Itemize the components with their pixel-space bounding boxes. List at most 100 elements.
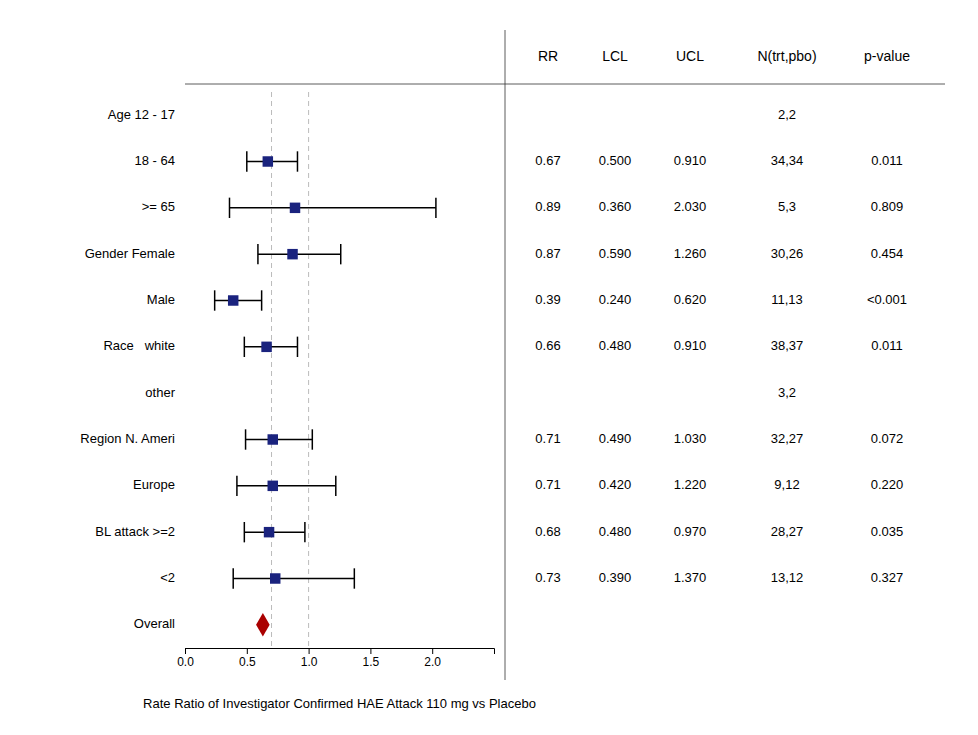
point-estimate — [268, 481, 278, 491]
tick-label: 2.0 — [424, 655, 441, 669]
ci-cap-lower — [214, 290, 216, 310]
table-cell: 11,13 — [771, 292, 803, 307]
reference-line — [308, 92, 309, 648]
table-cell: <0.001 — [867, 292, 907, 307]
reference-line — [271, 92, 272, 648]
ci-cap-upper — [297, 151, 299, 171]
column-header: RR — [538, 48, 558, 64]
ci-cap-lower — [244, 337, 246, 357]
ci-cap-upper — [335, 476, 337, 496]
row-label: Europe — [133, 477, 175, 492]
row-label: other — [145, 385, 175, 400]
table-cell: 0.500 — [599, 153, 632, 168]
tick: 0.5 — [239, 648, 256, 669]
ci-cap-lower — [229, 198, 231, 218]
table-cell: 0.809 — [871, 199, 904, 214]
point-estimate — [261, 342, 271, 352]
tick: 2.0 — [424, 648, 441, 669]
table-cell: 0.910 — [674, 153, 707, 168]
tick-label: 0.0 — [177, 655, 194, 669]
ci-line — [244, 531, 305, 533]
table-cell: 0.970 — [674, 524, 707, 539]
column-header: UCL — [676, 48, 704, 64]
ci-line — [258, 253, 341, 255]
table-cell: 0.480 — [599, 524, 632, 539]
point-estimate — [264, 527, 274, 537]
table-cell: 9,12 — [774, 477, 799, 492]
tick-label: 1.0 — [301, 655, 318, 669]
table-cell: 0.240 — [599, 292, 632, 307]
row-label: 18 - 64 — [135, 153, 175, 168]
table-cell: 0.89 — [535, 199, 560, 214]
table-cell: 0.910 — [674, 338, 707, 353]
point-estimate — [290, 203, 300, 213]
ci-line — [229, 207, 435, 209]
tick-label: 1.5 — [363, 655, 380, 669]
table-cell: 0.220 — [871, 477, 904, 492]
row-label: BL attack >=2 — [95, 524, 175, 539]
ci-cap-upper — [297, 337, 299, 357]
table-divider — [505, 30, 506, 680]
table-cell: 0.072 — [871, 431, 904, 446]
row-label: Overall — [134, 616, 175, 631]
point-estimate — [268, 434, 278, 444]
tick-mark — [309, 648, 310, 654]
ci-cap-upper — [354, 568, 356, 588]
tick-mark — [432, 648, 433, 654]
table-cell: 0.620 — [674, 292, 707, 307]
table-cell: 0.454 — [871, 246, 904, 261]
table-cell: 1.260 — [674, 246, 707, 261]
table-cell: 0.480 — [599, 338, 632, 353]
table-cell: 2,2 — [778, 107, 796, 122]
table-cell: 0.39 — [535, 292, 560, 307]
ci-cap-lower — [244, 522, 246, 542]
plot-area — [215, 92, 436, 648]
table-cell: 32,27 — [771, 431, 804, 446]
row-label: <2 — [160, 570, 175, 585]
x-axis-title: Rate Ratio of Investigator Confirmed HAE… — [143, 696, 536, 711]
table-cell: 0.68 — [535, 524, 560, 539]
x-axis: 0.0 0.5 1.0 1.5 2.0 — [177, 648, 494, 669]
chart: 0.00.51.01.52.0Age 12 - 1718 - 64>= 65Ge… — [0, 0, 978, 735]
table-cell: 0.71 — [535, 477, 560, 492]
ci-cap-lower — [236, 476, 238, 496]
table-cell: 0.420 — [599, 477, 632, 492]
column-header: p-value — [864, 48, 910, 64]
tick-mark — [185, 648, 186, 654]
table-cell: 34,34 — [771, 153, 804, 168]
ci-cap-upper — [312, 429, 314, 449]
row-label: Region N. Ameri — [80, 431, 175, 446]
table-cell: 0.390 — [599, 570, 632, 585]
texts: Age 12 - 1718 - 64>= 65Gender FemaleMale… — [80, 48, 910, 711]
point-estimate — [287, 249, 297, 259]
column-header: N(trt,pbo) — [757, 48, 816, 64]
tick-mark — [247, 648, 248, 654]
point-estimate — [270, 573, 280, 583]
table-cell: 13,12 — [771, 570, 804, 585]
table-cell: 38,37 — [771, 338, 804, 353]
table-cell: 1.370 — [674, 570, 707, 585]
table-cell: 0.66 — [535, 338, 560, 353]
header-separator — [185, 84, 945, 85]
table-cell: 0.327 — [871, 570, 904, 585]
table-cell: 0.590 — [599, 246, 632, 261]
ci-cap-upper — [304, 522, 306, 542]
tick: 1.0 — [301, 648, 318, 669]
ci-line — [237, 485, 336, 487]
point-estimate — [228, 295, 238, 305]
table-cell: 28,27 — [771, 524, 804, 539]
ci-cap-lower — [246, 151, 248, 171]
row-label: Male — [147, 292, 175, 307]
ci-cap-lower — [257, 244, 259, 264]
table-cell: 5,3 — [778, 199, 796, 214]
table-cell: 0.87 — [535, 246, 560, 261]
overall-estimate — [256, 613, 270, 637]
ci-cap-upper — [435, 198, 437, 218]
table-cell: 0.360 — [599, 199, 632, 214]
table-cell: 2.030 — [674, 199, 707, 214]
ci-line — [233, 578, 354, 580]
row-label: Race white — [103, 338, 175, 353]
row-label: >= 65 — [142, 199, 175, 214]
tick: 0.0 — [177, 648, 194, 669]
ci-cap-lower — [245, 429, 247, 449]
